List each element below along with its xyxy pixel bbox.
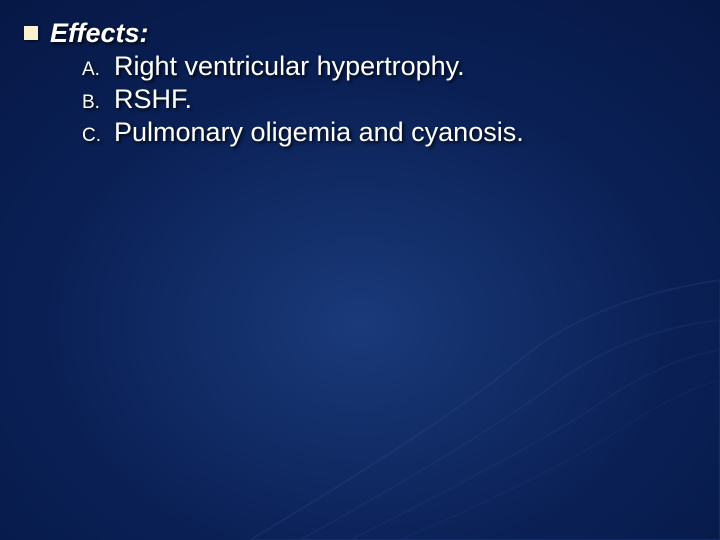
item-label: C. xyxy=(82,125,104,147)
item-text: RSHF. xyxy=(114,84,192,115)
list-item: B. RSHF. xyxy=(82,84,696,115)
list-item: C. Pulmonary oligemia and cyanosis. xyxy=(82,117,696,148)
item-label: A. xyxy=(82,59,104,81)
effects-list: A. Right ventricular hypertrophy. B. RSH… xyxy=(82,51,696,148)
slide-heading: Effects: xyxy=(50,18,149,49)
item-label: B. xyxy=(82,92,104,114)
slide-content: Effects: A. Right ventricular hypertroph… xyxy=(0,0,720,148)
square-bullet-icon xyxy=(24,26,38,40)
item-text: Pulmonary oligemia and cyanosis. xyxy=(114,117,524,148)
item-text: Right ventricular hypertrophy. xyxy=(114,51,465,82)
list-item: A. Right ventricular hypertrophy. xyxy=(82,51,696,82)
heading-row: Effects: xyxy=(24,18,696,49)
